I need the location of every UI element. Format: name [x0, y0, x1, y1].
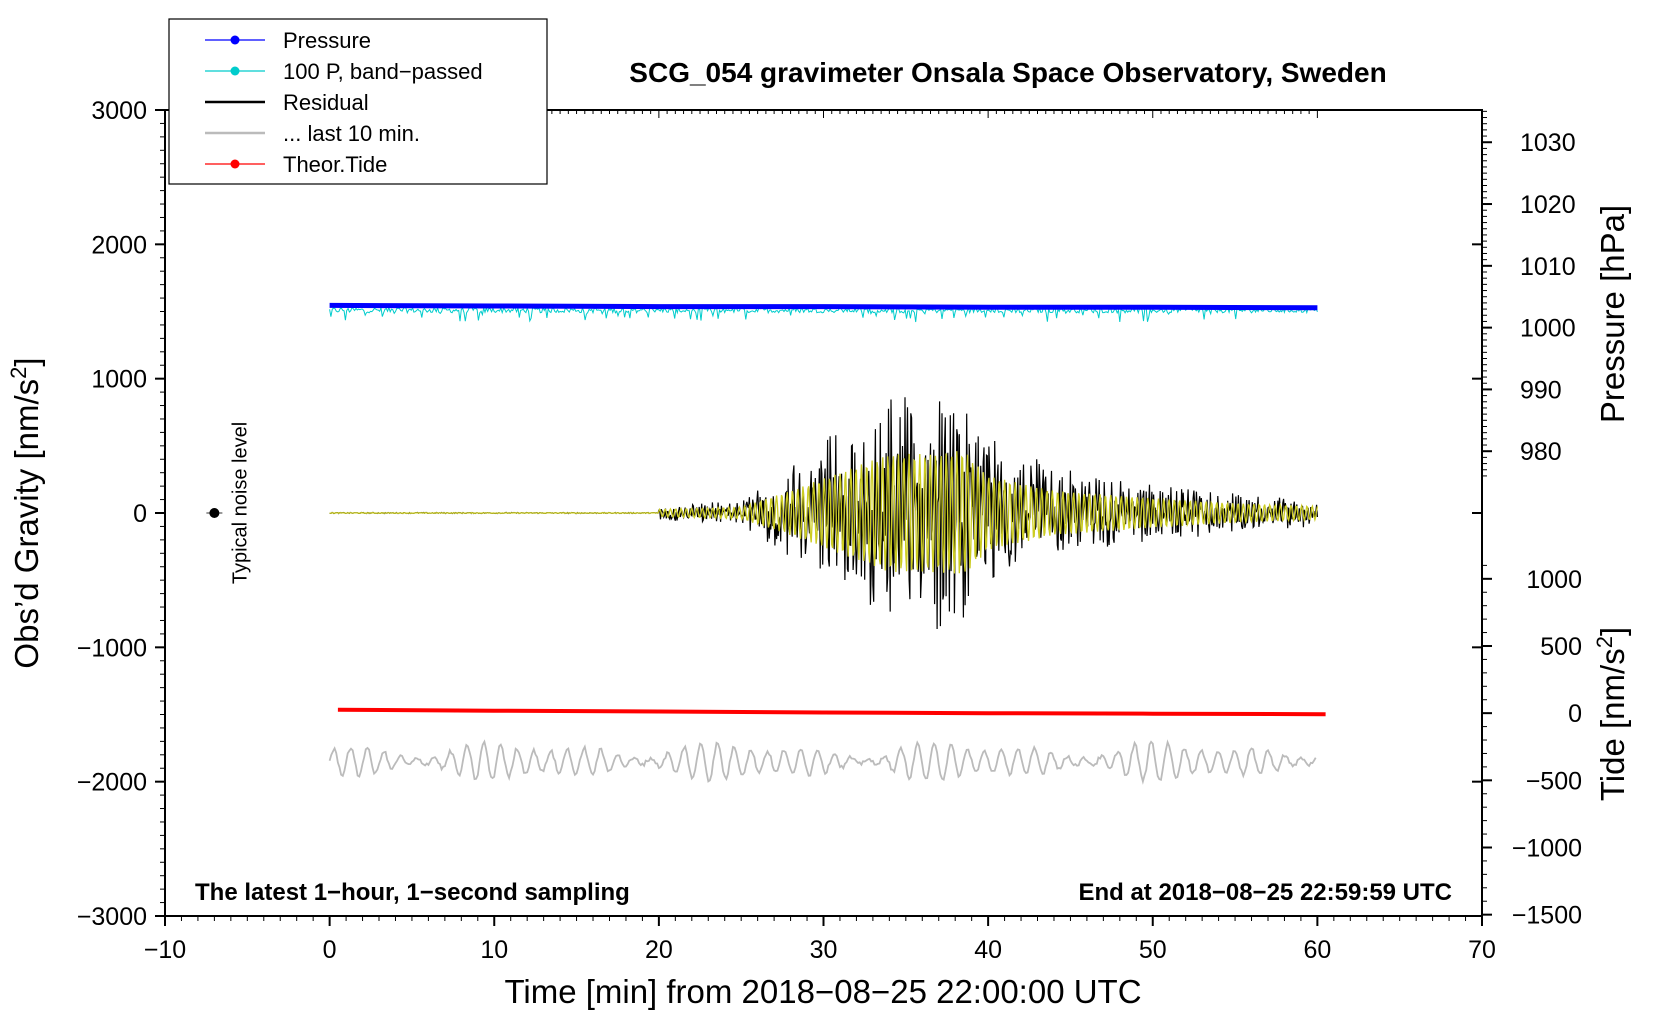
legend-label: 100 P, band−passed	[283, 59, 483, 84]
legend-swatch-marker	[230, 66, 240, 76]
tide-tick-label: −1000	[1512, 834, 1582, 862]
tide-axis-title-text: Tide [nm/s	[1594, 648, 1631, 801]
pressure-axis-title: Pressure [hPa]	[1594, 205, 1631, 423]
left-axis-title-text: Obs’d Gravity [nm/s	[8, 379, 45, 669]
legend-label: Pressure	[283, 28, 371, 53]
left-axis-title-sup: 2	[6, 367, 31, 379]
x-tick-label: 10	[480, 936, 508, 964]
legend-label: ... last 10 min.	[283, 121, 420, 146]
left-axis-title-close: ]	[8, 357, 45, 366]
tide-tick-label: 500	[1540, 633, 1582, 661]
legend-label: Theor.Tide	[283, 152, 387, 177]
left-axis-title: Obs’d Gravity [nm/s2]	[6, 357, 45, 668]
pressure-axis-ticks: 980 990 1000 1010 1020 1030	[1482, 110, 1576, 477]
left-tick-label: 2000	[91, 231, 147, 259]
x-axis-title: Time [min] from 2018−08−25 22:00:00 UTC	[504, 973, 1141, 1010]
tide-tick-label: 0	[1568, 700, 1582, 728]
tide-axis-title-sup: 2	[1592, 636, 1617, 648]
pressure-tick-label: 1000	[1520, 315, 1576, 343]
series-layer	[328, 302, 1326, 785]
left-tick-label: −3000	[77, 903, 147, 931]
legend-swatch-marker	[230, 35, 240, 45]
pressure-tick-label: 990	[1520, 376, 1562, 404]
tide-tick-label: −1500	[1512, 902, 1582, 930]
x-tick-label: 30	[810, 936, 838, 964]
x-axis-ticks: −10 0 10 20 30 40 50 60 70	[144, 110, 1496, 964]
sampling-note: The latest 1−hour, 1−second sampling	[195, 879, 630, 906]
legend-items: Pressure 100 P, band−passed Residual ... la…	[205, 28, 483, 177]
x-tick-label: 20	[645, 936, 673, 964]
bandpassed-pressure-line	[329, 305, 1318, 323]
legend: Pressure 100 P, band−passed Residual ... la…	[168, 18, 548, 185]
x-tick-label: 70	[1468, 936, 1496, 964]
pressure-tick-label: 1010	[1520, 253, 1576, 281]
filtered-residual-line	[329, 451, 1319, 574]
legend-label: Residual	[283, 90, 369, 115]
x-tick-label: 0	[323, 936, 337, 964]
left-tick-label: 0	[133, 500, 147, 528]
legend-swatch-marker	[230, 159, 240, 169]
pressure-tick-label: 1030	[1520, 129, 1576, 157]
tide-line	[337, 707, 1326, 717]
tide-axis-title-close: ]	[1594, 627, 1631, 636]
x-tick-label: 50	[1139, 936, 1167, 964]
last-10-min-line	[328, 739, 1317, 785]
tide-axis-title: Tide [nm/s2]	[1592, 627, 1631, 801]
left-tick-label: 3000	[91, 97, 147, 125]
left-axis-ticks: −3000 −2000 −1000 0 1000 2000 3000	[77, 97, 1482, 931]
x-tick-label: 40	[974, 936, 1002, 964]
tide-tick-label: 1000	[1526, 566, 1582, 594]
left-tick-label: −2000	[77, 769, 147, 797]
pressure-line	[329, 302, 1318, 311]
chart-title: SCG_054 gravimeter Onsala Space Observat…	[629, 57, 1386, 88]
noise-dot	[209, 508, 220, 518]
left-tick-label: −1000	[77, 634, 147, 662]
x-tick-label: 60	[1303, 936, 1331, 964]
noise-label: Typical noise level	[229, 422, 251, 584]
tide-axis-ticks: −1500 −1000 −500 0 500 1000	[1482, 564, 1582, 930]
x-tick-label: −10	[144, 936, 186, 964]
left-tick-label: 1000	[91, 366, 147, 394]
noise-indicator: Typical noise level	[206, 422, 251, 584]
pressure-tick-label: 1020	[1520, 191, 1576, 219]
end-time-note: End at 2018−08−25 22:59:59 UTC	[1078, 879, 1452, 906]
pressure-tick-label: 980	[1520, 438, 1562, 466]
tide-tick-label: −500	[1526, 767, 1582, 795]
